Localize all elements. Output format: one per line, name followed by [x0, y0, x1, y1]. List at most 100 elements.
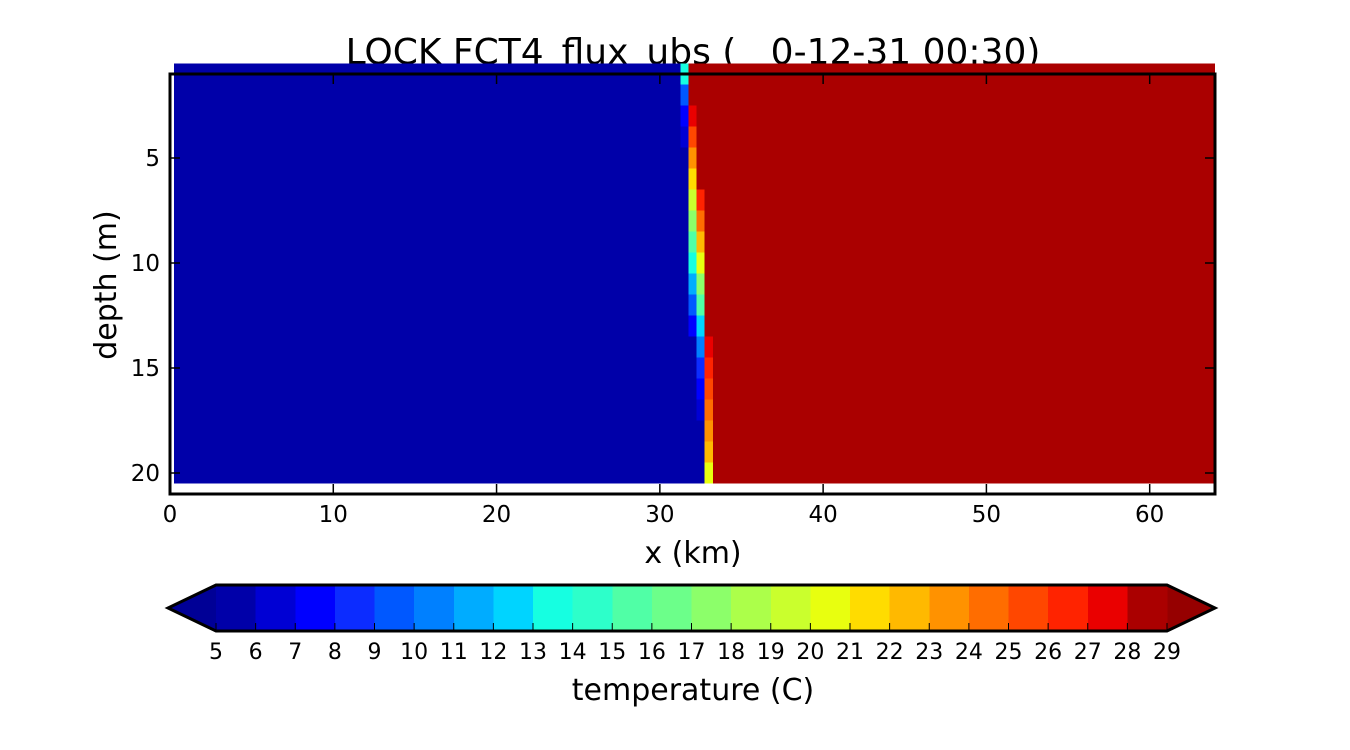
heatmap-cells [174, 63, 1215, 484]
colorbar-tick-label: 26 [1034, 640, 1062, 665]
colorbar-swatch [1048, 585, 1089, 631]
warm-water-cell-row [704, 189, 1215, 211]
front-cell [704, 441, 713, 463]
warm-water-cell-row [712, 420, 1215, 442]
colorbar-tick-label: 19 [757, 640, 785, 665]
colorbar-swatch [850, 585, 891, 631]
cold-water-cell-row [174, 357, 697, 379]
warm-water-cell-row [696, 105, 1215, 127]
front-cell [688, 273, 697, 295]
front-cell [704, 336, 713, 358]
warm-water-cell-row [712, 336, 1215, 358]
front-cell [680, 105, 689, 127]
colorbar-tick-label: 29 [1153, 640, 1181, 665]
front-cell [704, 399, 713, 421]
colorbar-swatch [889, 585, 930, 631]
front-cell [696, 378, 705, 400]
front-cell [696, 231, 705, 253]
warm-water-cell-row [712, 462, 1215, 484]
front-cell [704, 378, 713, 400]
front-cell [696, 189, 705, 211]
colorbar-tick-label: 15 [598, 640, 626, 665]
cold-water-cell-row [174, 168, 689, 190]
cold-water-cell-row [174, 441, 705, 463]
warm-water-cell-row [696, 126, 1215, 148]
colorbar-swatch [572, 585, 613, 631]
front-cell [688, 147, 697, 169]
colorbar-tick-label: 11 [440, 640, 468, 665]
colorbar-swatch [810, 585, 851, 631]
colorbar-swatch [334, 585, 375, 631]
colorbar-tick-label: 24 [955, 640, 983, 665]
colorbar-tick-label: 22 [876, 640, 904, 665]
colorbar-swatch [295, 585, 336, 631]
y-tick-label: 10 [131, 251, 160, 277]
front-cell [688, 231, 697, 253]
colorbar-swatch [255, 585, 296, 631]
front-cell [696, 315, 705, 337]
warm-water-cell-row [712, 378, 1215, 400]
colorbar-swatch [612, 585, 653, 631]
x-tick-label: 30 [645, 502, 674, 528]
cold-water-cell-row [174, 189, 689, 211]
cold-water-cell-row [174, 378, 697, 400]
colorbar-swatch [929, 585, 970, 631]
y-axis-label: depth (m) [89, 210, 124, 360]
colorbar-tick-label: 21 [836, 640, 864, 665]
colorbar-under-extension [168, 585, 216, 631]
warm-water-cell-row [704, 315, 1215, 337]
cold-water-cell-row [174, 294, 689, 316]
colorbar-tick-label: 25 [995, 640, 1023, 665]
colorbar-swatch [691, 585, 732, 631]
front-cell [696, 210, 705, 232]
x-tick-label: 50 [972, 502, 1001, 528]
cold-water-cell-row [174, 84, 681, 106]
warm-water-cell-row [696, 84, 1215, 106]
colorbar-tick-label: 20 [796, 640, 824, 665]
x-tick-label: 40 [808, 502, 837, 528]
warm-water-cell-row [712, 357, 1215, 379]
y-tick-label: 15 [131, 356, 160, 382]
colorbar-swatch [493, 585, 534, 631]
colorbar-tick-label: 28 [1113, 640, 1141, 665]
colorbar-tick-label: 6 [249, 640, 263, 665]
cold-water-cell-row [174, 252, 689, 274]
front-cell [704, 462, 713, 484]
x-axis-ticks: 0 10 20 30 40 50 60 [163, 74, 1164, 528]
front-cell [696, 336, 705, 358]
colorbar-tick-label: 12 [479, 640, 507, 665]
colorbar-swatch [1008, 585, 1049, 631]
front-cell [688, 105, 697, 127]
warm-water-cell-row [696, 147, 1215, 169]
colorbar-label: temperature (C) [572, 673, 814, 708]
front-cell [688, 126, 697, 148]
cold-water-cell-row [174, 273, 689, 295]
warm-water-cell-row [704, 168, 1215, 190]
front-cell [688, 168, 697, 190]
colorbar-swatch [731, 585, 772, 631]
colorbar-swatch [453, 585, 494, 631]
warm-water-cell-row [704, 210, 1215, 232]
colorbar-over-extension [1167, 585, 1215, 631]
cold-water-cell-row [174, 336, 697, 358]
x-tick-label: 10 [319, 502, 348, 528]
y-tick-label: 20 [131, 461, 160, 487]
y-tick-label: 5 [145, 146, 160, 172]
front-cell [688, 252, 697, 274]
front-cell [696, 294, 705, 316]
cold-water-cell-row [174, 105, 681, 127]
colorbar-swatch [968, 585, 1009, 631]
colorbar-swatch [1087, 585, 1128, 631]
colorbar-swatch [374, 585, 415, 631]
front-cell [696, 357, 705, 379]
warm-water-cell-row [712, 399, 1215, 421]
x-tick-label: 0 [163, 502, 178, 528]
y-axis-ticks: 5 10 15 20 [131, 146, 1215, 487]
colorbar-tick-label: 23 [915, 640, 943, 665]
front-cell [688, 315, 697, 337]
warm-water-cell-row [704, 231, 1215, 253]
cold-water-cell-row [174, 399, 697, 421]
plot-area [168, 63, 1217, 496]
colorbar-tick-label: 27 [1074, 640, 1102, 665]
front-cell [688, 84, 697, 106]
